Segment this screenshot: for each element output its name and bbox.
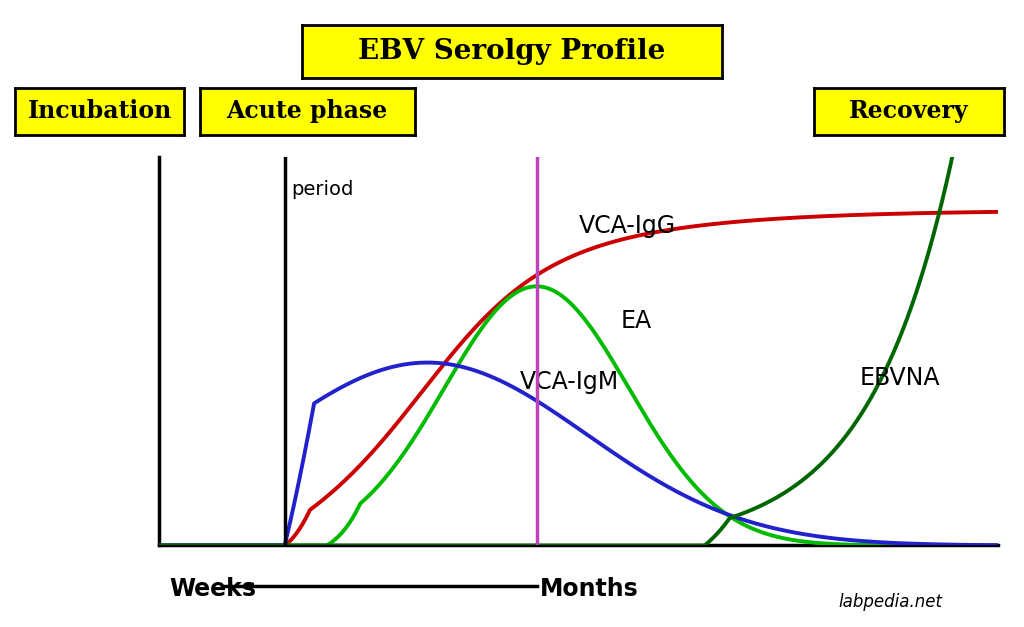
Text: period: period [292, 179, 353, 199]
Text: Months: Months [540, 577, 638, 601]
Text: VCA-IgM: VCA-IgM [520, 370, 618, 394]
Text: labpedia.net: labpedia.net [838, 593, 942, 611]
Text: EBV Serolgy Profile: EBV Serolgy Profile [358, 38, 666, 65]
Text: Recovery: Recovery [849, 99, 969, 124]
Text: Acute phase: Acute phase [226, 99, 388, 124]
Text: Weeks: Weeks [169, 577, 256, 601]
Text: EBVNA: EBVNA [860, 366, 940, 391]
Text: VCA-IgG: VCA-IgG [579, 214, 676, 238]
Text: Incubation: Incubation [28, 99, 172, 124]
Text: EA: EA [621, 309, 651, 334]
